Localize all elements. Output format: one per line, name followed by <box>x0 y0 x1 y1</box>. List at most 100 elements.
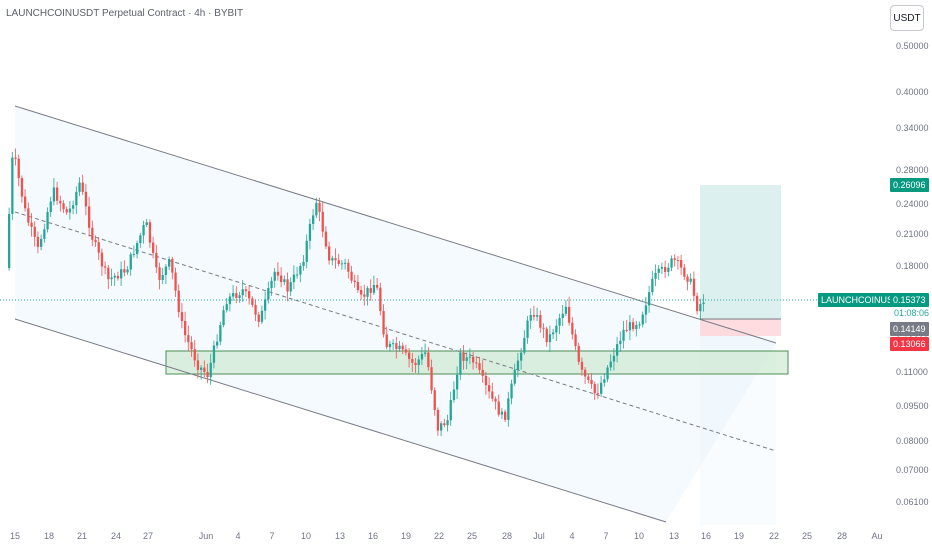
candle-body <box>78 182 81 192</box>
candle-body <box>209 362 212 378</box>
candle-body <box>699 304 702 312</box>
candle-body <box>564 306 568 314</box>
candle-body <box>657 268 660 273</box>
candle-body <box>696 295 699 312</box>
candle-body <box>30 222 33 227</box>
candle-body <box>468 356 472 358</box>
time-tick: 25 <box>466 531 478 541</box>
candle-body <box>680 260 683 268</box>
candle-body <box>638 324 641 326</box>
candle-body <box>427 352 430 368</box>
candle-body <box>366 288 369 297</box>
candle-body <box>452 389 456 401</box>
candle-body <box>196 360 200 370</box>
candle-body <box>494 398 497 402</box>
candle-body <box>353 280 356 283</box>
candle-body <box>324 231 328 247</box>
candle-body <box>184 320 187 336</box>
candle-body <box>507 398 510 420</box>
candle-body <box>305 240 308 262</box>
candle-body <box>616 344 619 356</box>
candle-body <box>430 367 433 391</box>
price-tick: 0.08000 <box>896 436 929 446</box>
candle-body <box>459 352 462 375</box>
candle-body <box>187 335 190 343</box>
candle-body <box>94 239 97 243</box>
candle-body <box>523 337 526 353</box>
candle-body <box>529 315 532 321</box>
price-tick: 0.07000 <box>896 465 929 475</box>
candle-body <box>619 340 622 345</box>
candle-body <box>248 291 251 299</box>
candle-body <box>8 213 11 268</box>
candle-body <box>251 298 254 305</box>
position-target-zone[interactable] <box>700 185 781 319</box>
candle-body <box>75 191 78 206</box>
stop-price-tag: 0.13066 <box>890 337 929 351</box>
candle-body <box>411 358 414 363</box>
candle-body <box>168 259 171 267</box>
candle-body <box>664 266 667 272</box>
candle-body <box>292 274 296 283</box>
candle-body <box>308 223 312 241</box>
candle-body <box>593 384 596 394</box>
candle-body <box>561 313 564 319</box>
candle-body <box>702 302 705 305</box>
candle-body <box>660 266 664 269</box>
time-tick: 21 <box>76 531 88 541</box>
candle-body <box>49 201 52 213</box>
candle-body <box>203 367 206 372</box>
candle-body <box>516 360 520 370</box>
time-tick: 19 <box>733 531 745 541</box>
price-tick: 0.06100 <box>896 497 929 507</box>
candle-body <box>321 211 324 232</box>
candle-body <box>404 349 408 353</box>
candle-body <box>545 328 548 343</box>
candle-body <box>123 269 126 273</box>
candle-body <box>228 296 232 305</box>
candle-body <box>424 352 427 354</box>
candle-body <box>456 374 459 390</box>
candle-body <box>33 226 36 237</box>
candle-body <box>401 345 404 350</box>
candle-body <box>331 258 334 261</box>
candle-body <box>65 209 68 213</box>
candle-body <box>606 367 609 380</box>
candle-body <box>225 304 228 311</box>
candle-body <box>552 332 555 335</box>
candle-body <box>481 369 484 376</box>
candle-body <box>510 383 513 399</box>
channel-fill <box>15 106 776 522</box>
candle-body <box>488 385 491 392</box>
candle-body <box>180 312 184 321</box>
candle-body <box>673 258 676 260</box>
candle-body <box>11 157 14 214</box>
candle-body <box>100 252 104 267</box>
currency-button[interactable]: USDT <box>890 5 924 31</box>
time-tick: 13 <box>668 531 680 541</box>
candle-body <box>88 206 91 228</box>
time-tick: Au <box>871 531 883 541</box>
candle-body <box>254 304 257 315</box>
candle-body <box>110 277 113 280</box>
candle-body <box>24 196 27 209</box>
support-zone[interactable] <box>165 350 789 375</box>
price-tick: 0.40000 <box>896 87 929 97</box>
candle-body <box>356 282 360 291</box>
candle-body <box>337 260 340 264</box>
candle-body <box>360 290 363 295</box>
candle-body <box>676 259 680 261</box>
candle-body <box>648 292 651 306</box>
channel-lower-line[interactable] <box>14 318 667 523</box>
candle-body <box>152 242 155 253</box>
candle-body <box>420 353 424 360</box>
candle-body <box>689 278 692 282</box>
candle-body <box>276 271 280 276</box>
time-tick: 18 <box>43 531 55 541</box>
time-tick: 7 <box>603 531 609 541</box>
position-stop-zone[interactable] <box>700 319 781 336</box>
candle-body <box>260 310 264 322</box>
candle-body <box>347 262 350 272</box>
candle-body <box>577 346 580 362</box>
